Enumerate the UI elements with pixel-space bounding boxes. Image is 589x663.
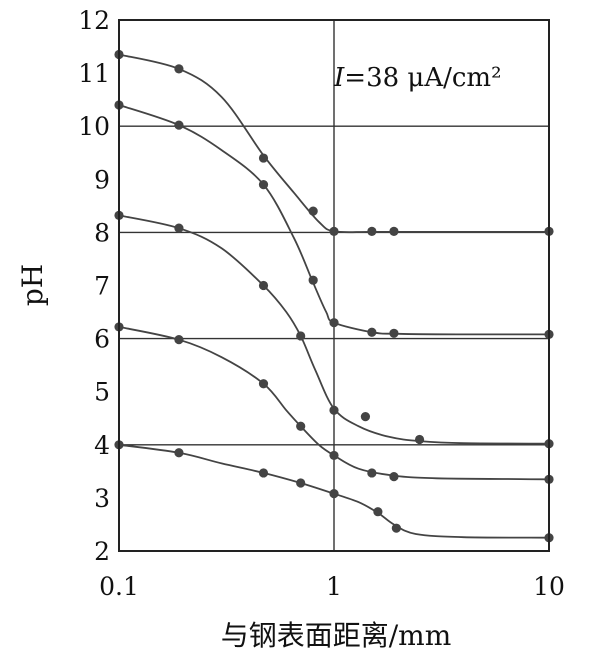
series-3-point-6 [360,412,371,422]
series-1-point-5 [329,226,339,236]
y-tick-label-5: 5 [94,378,110,407]
series-1-point-6 [367,226,377,236]
plot-frame [118,19,550,552]
series-2-point-7 [389,328,399,338]
x-tick-label-0.1: 0.1 [99,572,139,601]
series-4-point-3 [258,379,269,389]
series-5-point-7 [391,523,401,533]
series-5-curve [118,443,550,539]
x-tick-label-10: 10 [533,572,565,601]
series-1-point-2 [174,64,184,74]
series-3-point-3 [258,280,269,291]
annotation-value: =38 μA/cm² [344,63,501,93]
y-tick-label-7: 7 [94,272,110,301]
series-3-point-2 [174,223,184,233]
annotation-italic-symbol: I [333,63,345,93]
series-1-point-4 [308,206,318,216]
y-axis-label: pH [16,264,49,306]
series-3-point-7 [414,434,425,445]
series-4-point-6 [367,468,377,478]
y-tick-label-3: 3 [94,484,110,513]
y-tick-label-6: 6 [94,325,110,354]
y-tick-label-2: 2 [94,537,110,566]
series-5-point-4 [296,478,306,488]
series-4-point-4 [296,421,306,431]
series-3-point-4 [296,331,306,341]
tick-labels: 2 3 4 5 6 7 8 9 10 11 12 0.1 1 10 [78,6,565,601]
series-4-point-7 [389,472,399,482]
y-tick-label-12: 12 [78,6,110,35]
y-tick-label-9: 9 [94,165,110,194]
y-tick-label-11: 11 [78,59,110,88]
series-3-point-5 [329,405,339,415]
series-5-point-5 [329,489,339,499]
x-axis-label: 与钢表面距离/mm [221,619,452,652]
series-5-point-2 [174,448,184,458]
y-tick-label-4: 4 [94,431,110,460]
series-2-curve [118,104,549,336]
series-5-point-6 [373,507,383,517]
series-4-point-2 [174,335,184,345]
series-2-point-2 [174,120,184,130]
series-1-point-3 [258,153,269,163]
series-4-point-5 [329,450,339,461]
series-4-curve [118,326,550,481]
series-2-point-5 [329,318,339,328]
y-tick-label-10: 10 [78,112,110,141]
current-density-annotation: I=38 μA/cm² [333,63,502,93]
series-2-point-4 [308,275,318,285]
y-tick-label-8: 8 [94,218,110,247]
grid-lines [119,20,549,551]
x-tick-label-1: 1 [326,572,342,601]
series-5-point-3 [258,468,269,478]
series-2-point-3 [258,180,269,190]
data-points [114,49,554,543]
series-2-point-6 [367,327,377,337]
series-1-point-7 [389,226,399,236]
